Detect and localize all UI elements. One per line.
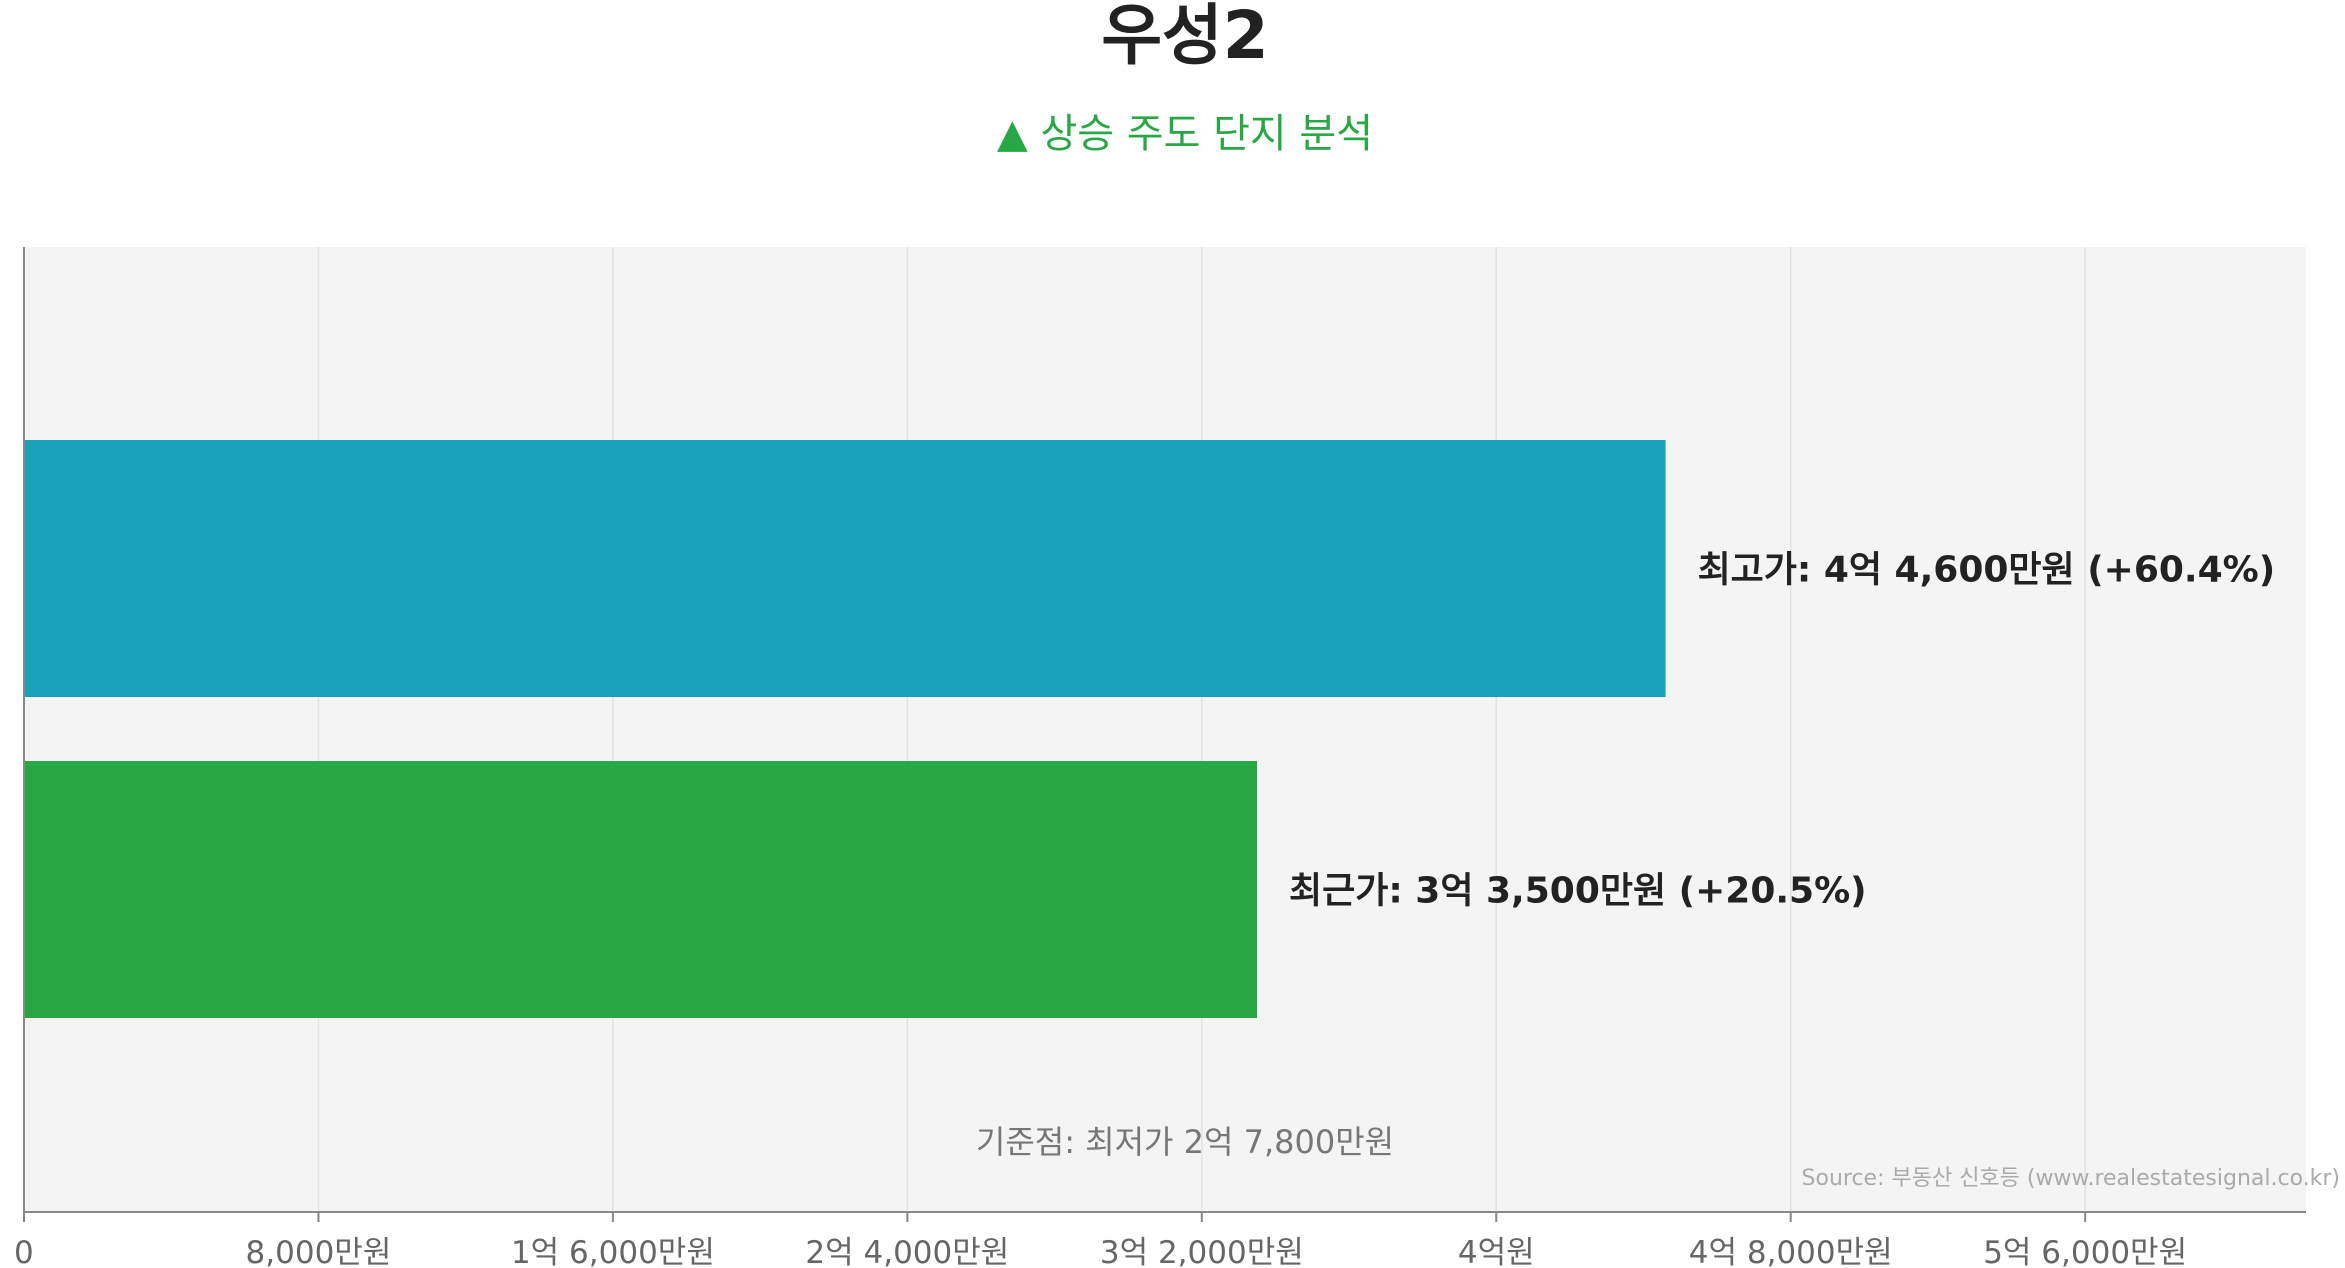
grid-lines [317,247,2086,1212]
x-tick-label: 1억 6,000만원 [511,1235,715,1268]
x-tick-label: 3억 2,000만원 [1100,1235,1304,1268]
x-axis-ticks: 0 8,000만원 1억 6,000만원 2억 4,000만원 3억 2,000만원 4억… [14,1212,2187,1268]
bar-labels: 최고가: 4억 4,600만원 (+60.4%) 최근가: 3억 3,500만원 … [1289,550,2275,912]
x-tick-label: 0 [14,1235,34,1268]
plot-area [24,247,2306,1212]
x-tick-label: 2억 4,000만원 [805,1235,1009,1268]
baseline-note: 기준점: 최저가 2억 7,800만원 [976,1123,1394,1161]
bars [24,440,1666,1018]
source-note: Source: 부동산 신호등 (www.realestatesignal.co… [1802,1166,2340,1191]
chart-title: 우성2 [1101,0,1268,74]
chart-subtitle: ▲ 상승 주도 단지 분석 [997,111,1373,157]
x-tick-label: 8,000만원 [246,1235,392,1268]
x-tick-label: 5억 6,000만원 [1983,1235,2187,1268]
bar-label-최고가: 최고가: 4억 4,600만원 (+60.4%) [1698,550,2276,591]
bar-label-최근가: 최근가: 3억 3,500만원 (+20.5%) [1289,871,1867,912]
x-tick-label: 4억원 [1458,1235,1535,1268]
bar-최근가 [24,761,1258,1018]
bar-최고가 [24,440,1666,697]
x-tick-label: 4억 8,000만원 [1689,1235,1893,1268]
